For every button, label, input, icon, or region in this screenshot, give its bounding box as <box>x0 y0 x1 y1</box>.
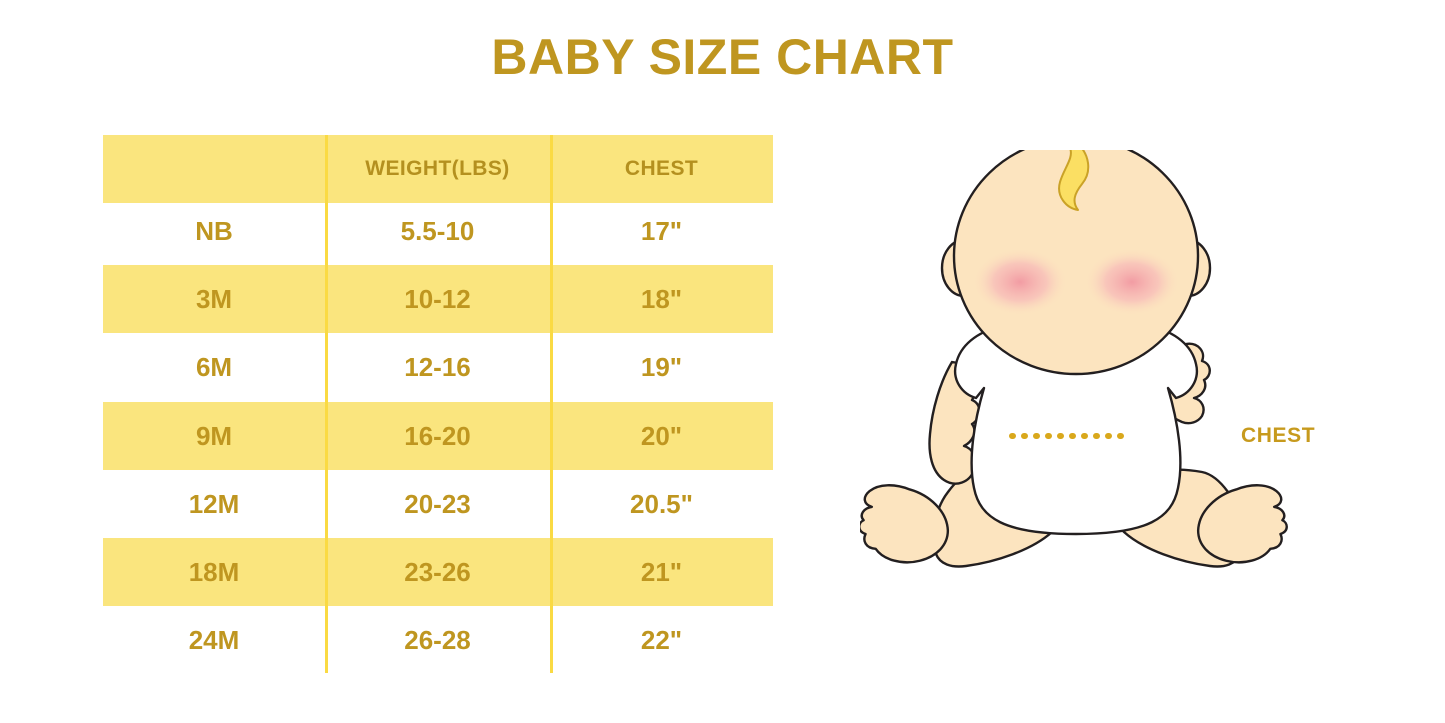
cell-size: 9M <box>195 420 233 451</box>
table-row: 6M 12-16 19" <box>103 333 773 401</box>
baby-illustration <box>860 150 1300 610</box>
baby-hair-curl <box>1058 150 1090 211</box>
size-table: WEIGHT(LBS) CHEST NB 5.5-10 17" 3M 10-12… <box>103 135 773 673</box>
header-weight: WEIGHT(LBS) <box>365 157 510 180</box>
table-row: 3M 10-12 18" <box>103 265 773 333</box>
baby-left-blush <box>972 248 1068 316</box>
cell-size: 12M <box>188 488 240 519</box>
baby-head <box>952 150 1200 376</box>
cell-weight: 16-20 <box>404 420 471 451</box>
row-band-3m <box>103 265 773 333</box>
chest-measure-label: CHEST <box>1241 424 1316 447</box>
row-band-18m <box>103 538 773 606</box>
header-chest: CHEST <box>624 157 699 180</box>
row-band-header <box>103 135 773 203</box>
cell-chest: 20.5" <box>630 488 693 519</box>
cell-chest: 22" <box>640 624 683 655</box>
cell-chest: 17" <box>640 215 683 246</box>
cell-size: 24M <box>188 624 240 655</box>
column-divider-1 <box>325 135 328 673</box>
cell-weight: 20-23 <box>404 488 471 519</box>
cell-chest: 19" <box>640 351 683 382</box>
cell-size: 18M <box>188 556 240 587</box>
cell-chest: 21" <box>640 556 683 587</box>
cell-chest: 18" <box>640 283 683 314</box>
table-row: 18M 23-26 21" <box>103 538 773 606</box>
cell-chest: 20" <box>640 420 683 451</box>
page-title: BABY SIZE CHART <box>491 29 954 85</box>
table-row: 24M 26-28 22" <box>103 606 773 674</box>
column-divider-2 <box>550 135 553 673</box>
baby-right-foot <box>1196 484 1288 564</box>
cell-size: 3M <box>195 283 233 314</box>
cell-size: 6M <box>195 351 233 382</box>
cell-weight: 26-28 <box>404 624 471 655</box>
cell-weight: 5.5-10 <box>400 215 475 246</box>
row-band-9m <box>103 402 773 470</box>
table-header-row: WEIGHT(LBS) CHEST <box>103 135 773 203</box>
baby-left-foot <box>860 484 950 564</box>
cell-weight: 12-16 <box>404 351 471 382</box>
cell-weight: 23-26 <box>404 556 471 587</box>
cell-weight: 10-12 <box>404 283 471 314</box>
table-row: 9M 16-20 20" <box>103 402 773 470</box>
table-row: NB 5.5-10 17" <box>103 197 773 265</box>
table-row: 12M 20-23 20.5" <box>103 470 773 538</box>
baby-right-blush <box>1084 248 1180 316</box>
cell-size: NB <box>195 215 233 246</box>
